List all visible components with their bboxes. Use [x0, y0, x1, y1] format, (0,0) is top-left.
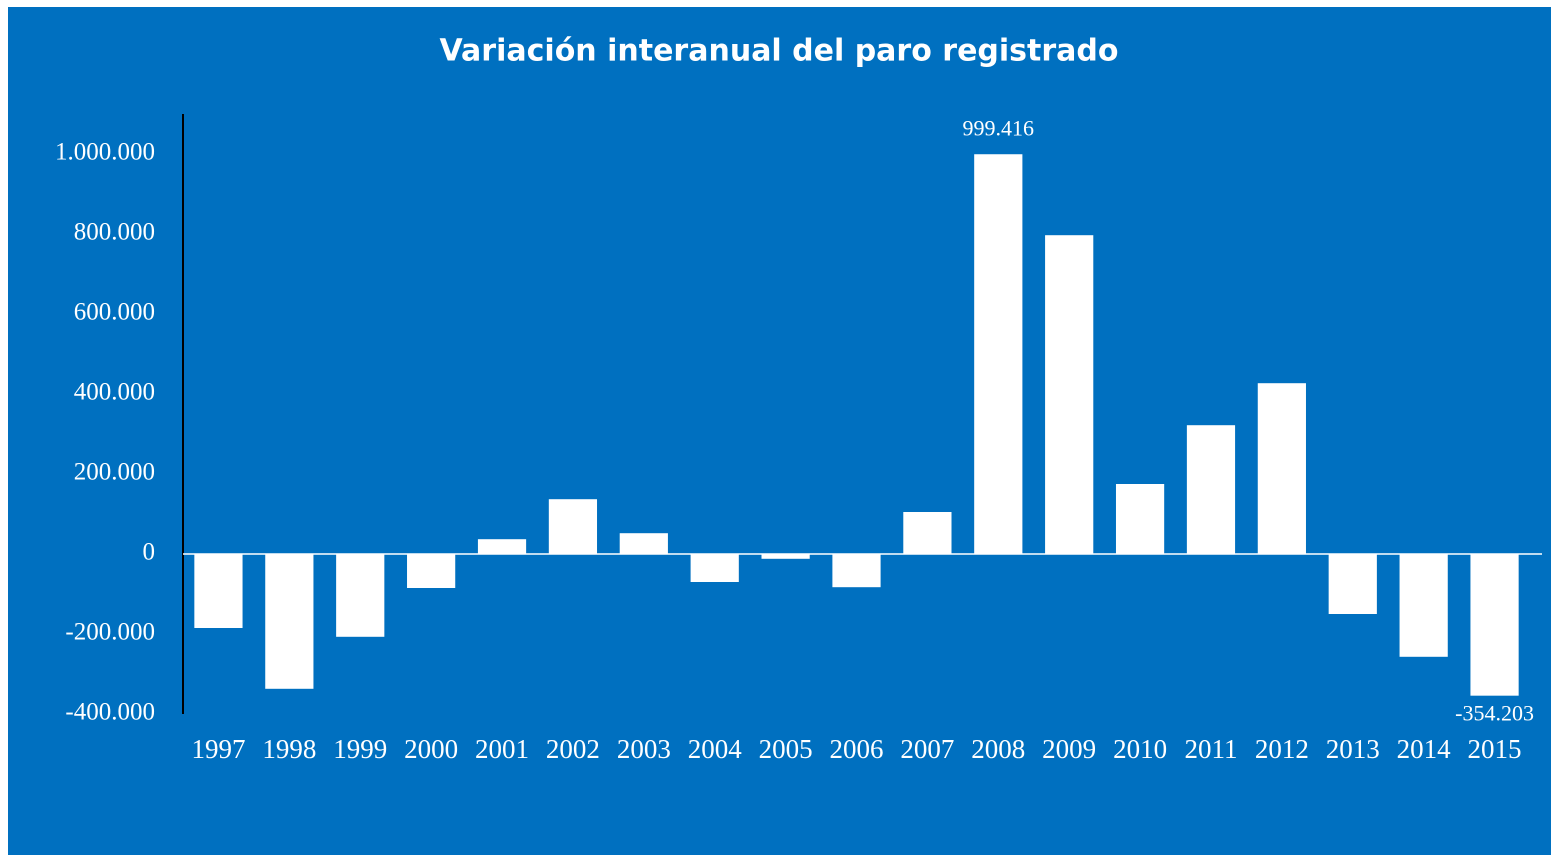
x-tick-label: 2009	[1042, 734, 1096, 764]
bar	[761, 554, 810, 559]
y-tick-label: 400.000	[74, 379, 155, 406]
x-tick-label: 2007	[900, 734, 954, 764]
x-tick-label: 2008	[971, 734, 1025, 764]
bar	[1257, 383, 1306, 554]
y-tick-label: 600.000	[74, 299, 155, 326]
bar	[1186, 425, 1236, 554]
bar	[1470, 554, 1519, 696]
bar	[407, 554, 456, 588]
x-tick-label: 2003	[617, 734, 671, 764]
x-tick-label: 2012	[1255, 734, 1309, 764]
bar	[194, 554, 243, 628]
bar	[832, 554, 881, 588]
x-tick-label: 1997	[191, 734, 245, 764]
x-tick-label: 2013	[1326, 734, 1380, 764]
bar	[1115, 484, 1165, 554]
y-tick-label: -400.000	[65, 699, 155, 726]
x-tick-label: 2014	[1397, 734, 1452, 764]
y-tick-label: 800.000	[74, 219, 155, 246]
x-tick-label: 2005	[759, 734, 813, 764]
y-tick-label: 200.000	[74, 459, 155, 486]
background	[8, 7, 1551, 855]
bar	[336, 554, 385, 637]
bar	[1399, 554, 1448, 657]
y-tick-label: 1.000.000	[55, 139, 155, 166]
y-tick-label: 0	[143, 539, 156, 566]
y-tick-label: -200.000	[65, 619, 155, 646]
x-tick-label: 2011	[1184, 734, 1237, 764]
bar	[903, 512, 952, 554]
bar	[265, 554, 314, 689]
x-tick-label: 1998	[262, 734, 316, 764]
x-tick-label: 2010	[1113, 734, 1167, 764]
bar	[548, 499, 598, 554]
bar	[1045, 235, 1094, 554]
bar	[974, 154, 1023, 555]
x-tick-label: 2006	[830, 734, 884, 764]
x-tick-label: 1999	[333, 734, 387, 764]
bar	[1328, 554, 1377, 614]
data-label: 999.416	[963, 115, 1035, 140]
x-tick-label: 2001	[475, 734, 529, 764]
x-tick-label: 2002	[546, 734, 600, 764]
bar	[619, 533, 668, 554]
x-tick-label: 2004	[688, 734, 743, 764]
data-label: -354.203	[1455, 701, 1534, 726]
bar	[690, 554, 739, 582]
chart-title: Variación interanual del paro registrado	[439, 34, 1118, 69]
bar	[477, 539, 527, 554]
x-tick-label: 2015	[1468, 734, 1522, 764]
x-tick-label: 2000	[404, 734, 458, 764]
